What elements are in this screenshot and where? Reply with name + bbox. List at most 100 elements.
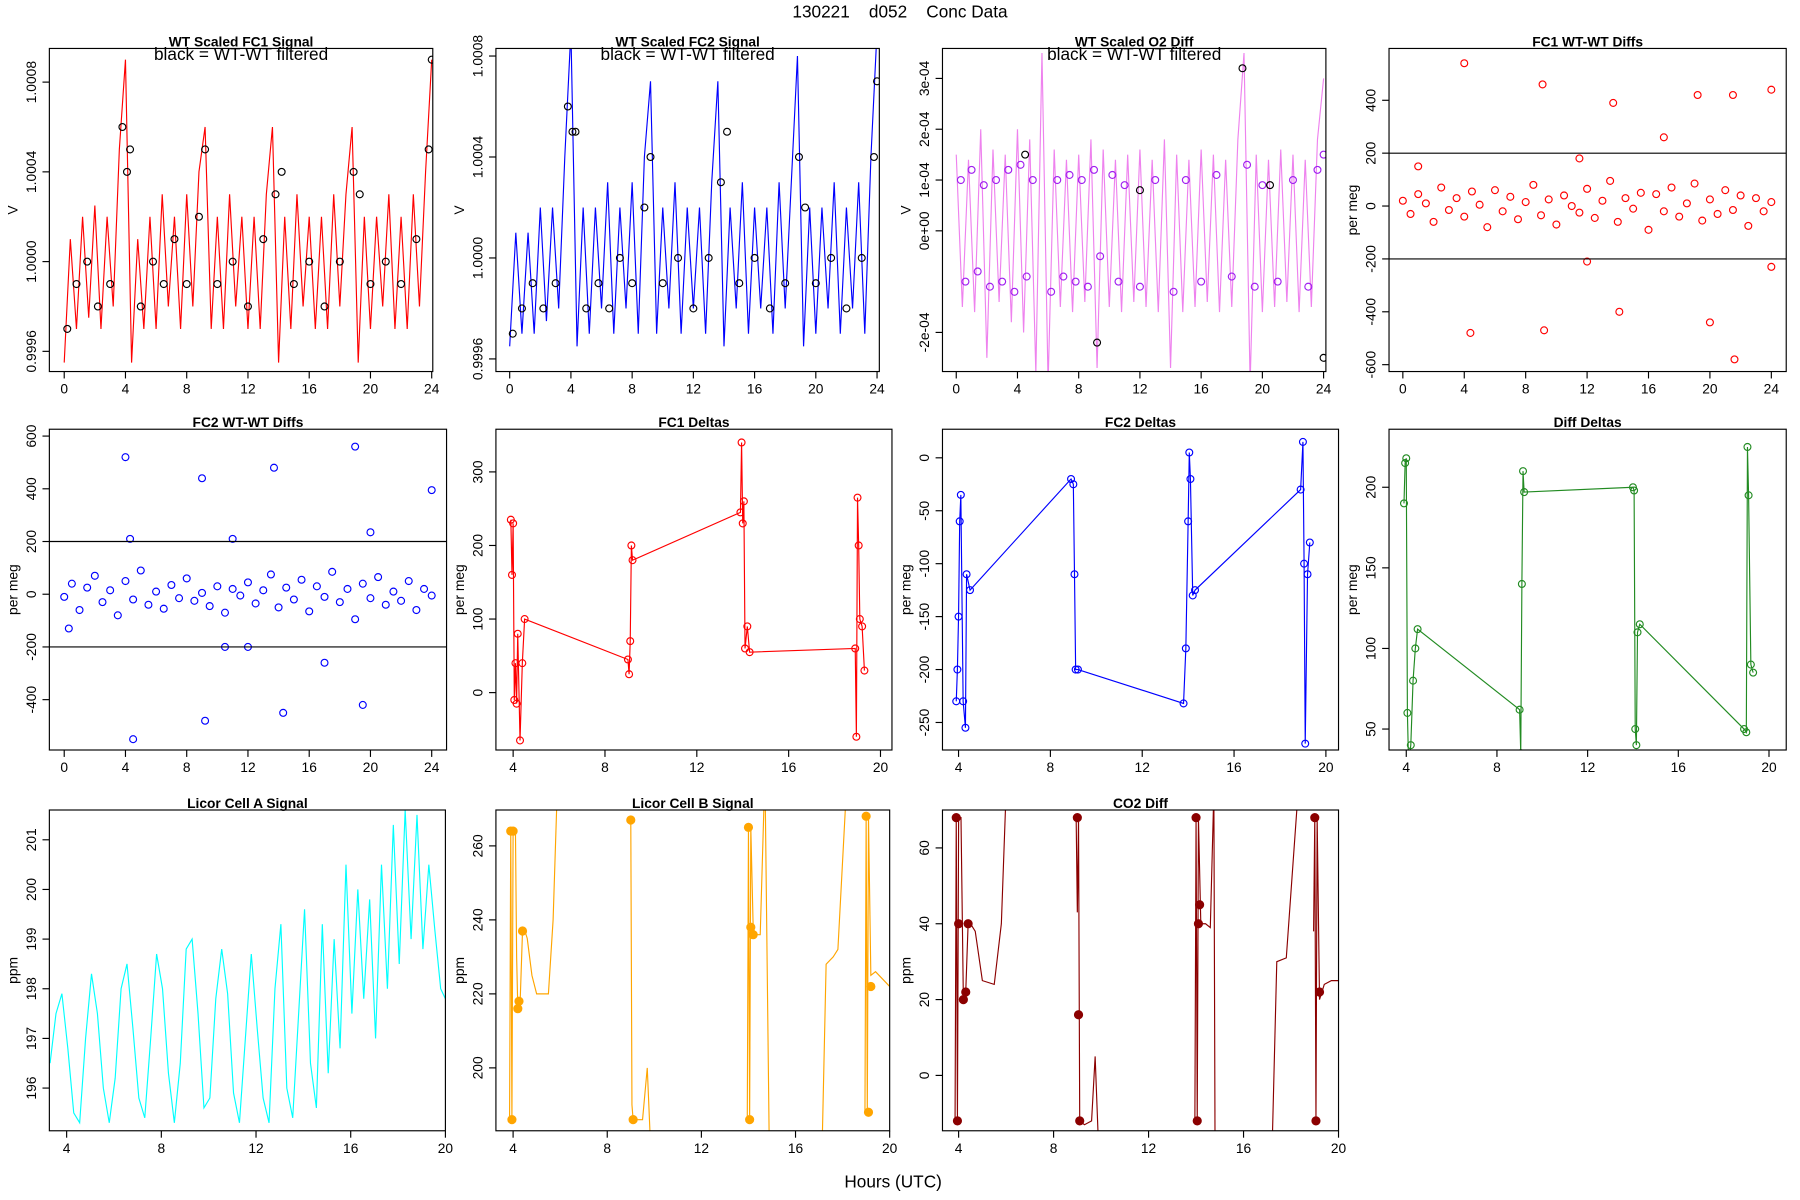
data-point bbox=[1721, 186, 1730, 195]
annotation: black = WT-WT filtered bbox=[1047, 44, 1221, 64]
data-point bbox=[674, 253, 683, 262]
data-point bbox=[1429, 217, 1438, 226]
data-point bbox=[963, 919, 973, 929]
data-point bbox=[201, 716, 210, 725]
y-axis-label: per meg bbox=[898, 564, 914, 615]
data-point bbox=[1212, 170, 1221, 179]
data-point bbox=[427, 55, 433, 64]
data-point bbox=[1238, 64, 1247, 73]
data-point bbox=[1070, 570, 1079, 579]
data-point bbox=[508, 826, 518, 836]
data-point bbox=[1613, 217, 1622, 226]
data-point bbox=[220, 608, 230, 617]
x-tick-label: 12 bbox=[686, 381, 701, 397]
data-point bbox=[67, 579, 76, 588]
x-tick-label: 24 bbox=[869, 381, 885, 397]
x-tick-label: 8 bbox=[628, 381, 636, 397]
data-point bbox=[1583, 257, 1592, 266]
data-point bbox=[213, 582, 222, 591]
data-point bbox=[1518, 467, 1528, 476]
panel: 4 8 12 16 20 50 100 150 200 Diff Deltas per meg bbox=[1344, 414, 1787, 775]
data-point bbox=[389, 587, 398, 596]
data-point bbox=[1266, 181, 1275, 190]
data-point bbox=[1303, 570, 1312, 579]
data-point bbox=[852, 732, 861, 741]
y-tick-label: 260 bbox=[469, 834, 485, 857]
data-point bbox=[739, 497, 748, 506]
data-point bbox=[1693, 90, 1702, 100]
data-point bbox=[955, 517, 964, 526]
data-point bbox=[277, 167, 286, 176]
data-point bbox=[1414, 190, 1423, 199]
plot-frame bbox=[941, 428, 1340, 751]
data-point bbox=[1169, 287, 1178, 296]
y-tick-label: -200 bbox=[916, 655, 932, 683]
x-tick-label: 20 bbox=[1331, 1140, 1347, 1156]
y-axis-label: ppm bbox=[898, 957, 914, 984]
data-point bbox=[1529, 180, 1538, 189]
y-tick-label: 150 bbox=[1362, 556, 1378, 579]
x-tick-label: 20 bbox=[363, 381, 379, 397]
data-point bbox=[1047, 287, 1056, 296]
data-point bbox=[1403, 708, 1412, 717]
data-point bbox=[366, 594, 375, 603]
x-tick-label: 20 bbox=[1702, 381, 1718, 397]
data-point bbox=[625, 670, 634, 679]
x-tick-label: 20 bbox=[1318, 759, 1334, 775]
data-point bbox=[512, 699, 521, 708]
data-point bbox=[1466, 328, 1475, 337]
data-point bbox=[1016, 160, 1025, 169]
panel: 4 8 12 16 20 0 20 40 60 CO2 Diff ppm bbox=[898, 795, 1347, 1156]
data-point bbox=[1073, 1010, 1084, 1020]
data-point bbox=[1184, 517, 1193, 526]
panel-title: Licor Cell B Signal bbox=[632, 795, 754, 811]
data-line bbox=[510, 442, 865, 741]
data-point bbox=[1409, 676, 1418, 685]
data-point bbox=[1071, 665, 1080, 674]
data-point bbox=[167, 580, 176, 590]
data-point bbox=[1181, 175, 1190, 185]
y-tick-label: 0 bbox=[1362, 202, 1378, 210]
data-point bbox=[312, 582, 321, 591]
data-point bbox=[1075, 1116, 1085, 1126]
data-point bbox=[517, 926, 528, 936]
data-point bbox=[1073, 665, 1082, 674]
data-point bbox=[1767, 85, 1776, 94]
y-tick-label: 198 bbox=[23, 977, 39, 1000]
data-point bbox=[738, 519, 747, 528]
data-point bbox=[508, 329, 517, 338]
y-tick-label: 200 bbox=[1362, 475, 1378, 498]
data-point bbox=[1520, 488, 1529, 497]
plot-frame bbox=[495, 809, 891, 1132]
data-point bbox=[1120, 181, 1129, 190]
x-tick-label: 8 bbox=[158, 1140, 166, 1156]
y-tick-label: 0 bbox=[916, 1071, 932, 1079]
x-tick-label: 12 bbox=[1579, 381, 1594, 397]
data-point bbox=[1179, 699, 1188, 708]
data-point bbox=[1631, 725, 1640, 734]
y-tick-label: 0e+00 bbox=[916, 211, 932, 250]
data-point bbox=[98, 598, 107, 607]
data-point bbox=[75, 606, 84, 615]
data-point bbox=[513, 629, 522, 638]
y-tick-label: 2e-04 bbox=[916, 111, 932, 147]
data-point bbox=[743, 822, 754, 833]
data-point bbox=[64, 624, 73, 633]
y-tick-label: 197 bbox=[23, 1027, 39, 1050]
data-point bbox=[1490, 186, 1499, 195]
data-point bbox=[1298, 437, 1307, 446]
data-point bbox=[507, 570, 517, 579]
panel-title: CO2 Diff bbox=[1113, 795, 1168, 811]
x-tick-label: 12 bbox=[1141, 1140, 1156, 1156]
y-tick-label: 400 bbox=[23, 477, 39, 500]
data-point bbox=[1744, 221, 1753, 230]
data-point bbox=[205, 602, 214, 611]
panel: 0 4 8 12 16 20 24 -400 -200 0 200 400 600 FC2 WT-WT D… bbox=[4, 414, 448, 775]
panel-title: Diff Deltas bbox=[1554, 414, 1622, 430]
data-point bbox=[1310, 812, 1320, 823]
x-tick-label: 4 bbox=[1402, 759, 1410, 775]
x-tick-label: 16 bbox=[788, 1140, 804, 1156]
x-tick-label: 12 bbox=[1135, 759, 1150, 775]
data-point bbox=[605, 304, 614, 313]
